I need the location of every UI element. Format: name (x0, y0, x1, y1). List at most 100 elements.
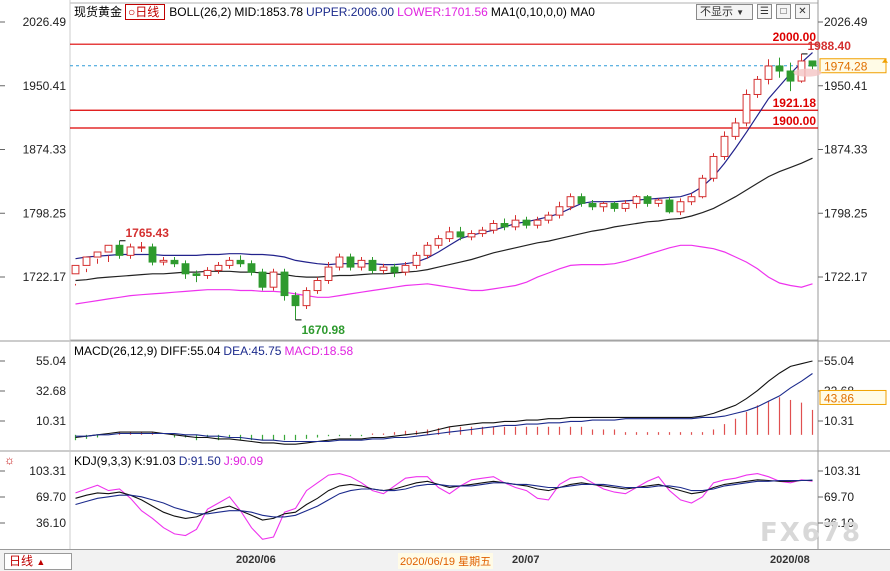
macd-dea: DEA:45.75 (223, 344, 282, 358)
menu-icon[interactable]: ☰ (757, 4, 772, 19)
candle-59 (720, 131, 729, 160)
candle-33 (434, 235, 443, 249)
candle-56 (687, 193, 696, 206)
kdj-label: KDJ(9,3,3) (74, 454, 132, 468)
candle-64 (775, 57, 784, 78)
macd-tick-right-0: 55.04 (824, 354, 854, 368)
candle-19 (280, 268, 289, 301)
display-dropdown[interactable]: 不显示 ▼ (696, 4, 753, 20)
candle-55 (676, 198, 685, 216)
ma-label: MA1(0,10,0,0) MA0 (490, 5, 595, 19)
candle-52 (643, 195, 652, 207)
macd-diff-line (75, 360, 813, 445)
candle-18 (269, 268, 278, 291)
candle-67 (808, 60, 817, 70)
candle-37 (478, 226, 487, 237)
macd-tick-left-0: 55.04 (36, 354, 66, 368)
hline-label-2: 1900.00 (773, 114, 817, 128)
candle-45 (566, 193, 575, 211)
main-legend: 现货黄金 ○日线 BOLL(26,2) MID:1853.78 UPPER:2006.0… (74, 4, 598, 20)
candle-65 (786, 62, 795, 92)
x-tick-3: 2020/08 (770, 554, 810, 566)
y-tick-left-0: 2026.49 (23, 15, 67, 29)
candle-25 (346, 253, 355, 271)
kdj-j: J:90.09 (223, 454, 264, 468)
candle-40 (511, 215, 520, 231)
candle-62 (753, 76, 762, 98)
hline-label-1: 1921.18 (773, 96, 817, 110)
candle-2 (93, 251, 102, 264)
candle-17 (258, 268, 267, 291)
candle-24 (335, 253, 344, 271)
candle-21 (302, 287, 311, 309)
candle-16 (247, 260, 256, 276)
kdj-d: D:91.50 (178, 454, 221, 468)
boll-upper-line (75, 52, 813, 266)
candle-0 (71, 264, 80, 286)
candle-42 (533, 216, 542, 229)
macd-tick-right-2: 10.31 (824, 414, 854, 428)
candle-61 (742, 89, 751, 127)
y-tick-left-2: 1874.33 (23, 143, 67, 157)
x-tick-2: 20/07 (512, 554, 540, 566)
candle-14 (225, 257, 234, 269)
candle-41 (522, 216, 531, 229)
candle-5 (126, 243, 135, 259)
candle-44 (555, 201, 564, 219)
x-tick-1: 2020/06 (236, 554, 276, 566)
candle-53 (654, 198, 663, 207)
maximize-icon[interactable]: □ (776, 4, 791, 19)
kdj-tick-right-1: 69.70 (824, 490, 854, 504)
kdj-tick-right-0: 103.31 (824, 464, 861, 478)
candle-43 (544, 211, 553, 224)
kdj-d-line (75, 479, 813, 518)
y-tick-right-3: 1798.25 (824, 206, 868, 220)
candle-30 (401, 262, 410, 276)
candle-66 (797, 53, 806, 83)
candle-9 (170, 257, 179, 268)
kdj-tick-left-1: 69.70 (36, 490, 66, 504)
candle-12 (203, 267, 212, 279)
period-button[interactable]: ○日线 (125, 4, 166, 20)
close-icon[interactable]: ✕ (795, 4, 810, 19)
candle-13 (214, 262, 223, 274)
triangle-up-icon: ▲ (36, 557, 46, 567)
macd-current-box (819, 389, 887, 405)
candle-8 (159, 257, 168, 266)
kdj-legend: KDJ(9,3,3) K:91.03 D:91.50 J:90.09 (74, 454, 266, 468)
candle-54 (665, 196, 674, 214)
macd-current-label: 43.86 (824, 391, 854, 405)
boll-lower-line (75, 244, 813, 305)
candle-50 (621, 200, 630, 212)
annotation-1: 1670.98 (302, 323, 346, 337)
boll-mid: MID:1853.78 (234, 5, 304, 19)
candle-51 (632, 195, 641, 209)
current-price-label: 1974.28 (824, 60, 868, 74)
candle-10 (181, 260, 190, 279)
y-tick-right-0: 2026.49 (824, 15, 868, 29)
candle-32 (423, 241, 432, 259)
y-tick-right-1: 1950.41 (824, 79, 868, 93)
macd-tick-left-1: 32.68 (36, 384, 66, 398)
macd-dea-line (75, 373, 813, 443)
candle-22 (313, 277, 322, 294)
macd-label: MACD(26,12,9) (74, 344, 158, 358)
candle-46 (577, 193, 586, 207)
period-select[interactable]: 日线 ▲ (4, 553, 72, 570)
candle-4 (115, 240, 124, 259)
candle-34 (445, 226, 454, 242)
candle-26 (357, 257, 366, 271)
candle-3 (104, 244, 113, 263)
settings-gear-icon[interactable]: ☼ (4, 453, 15, 467)
candle-49 (610, 201, 619, 212)
candle-11 (192, 270, 201, 283)
candle-23 (324, 262, 333, 284)
macd-value: MACD:18.58 (284, 344, 354, 358)
candle-38 (489, 220, 498, 234)
candle-48 (599, 201, 608, 212)
y-tick-left-1: 1950.41 (23, 79, 67, 93)
hline-label-0: 2000.00 (773, 30, 817, 44)
macd-legend: MACD(26,12,9) DIFF:55.04 DEA:45.75 MACD:18.… (74, 344, 356, 358)
candle-47 (588, 200, 597, 211)
